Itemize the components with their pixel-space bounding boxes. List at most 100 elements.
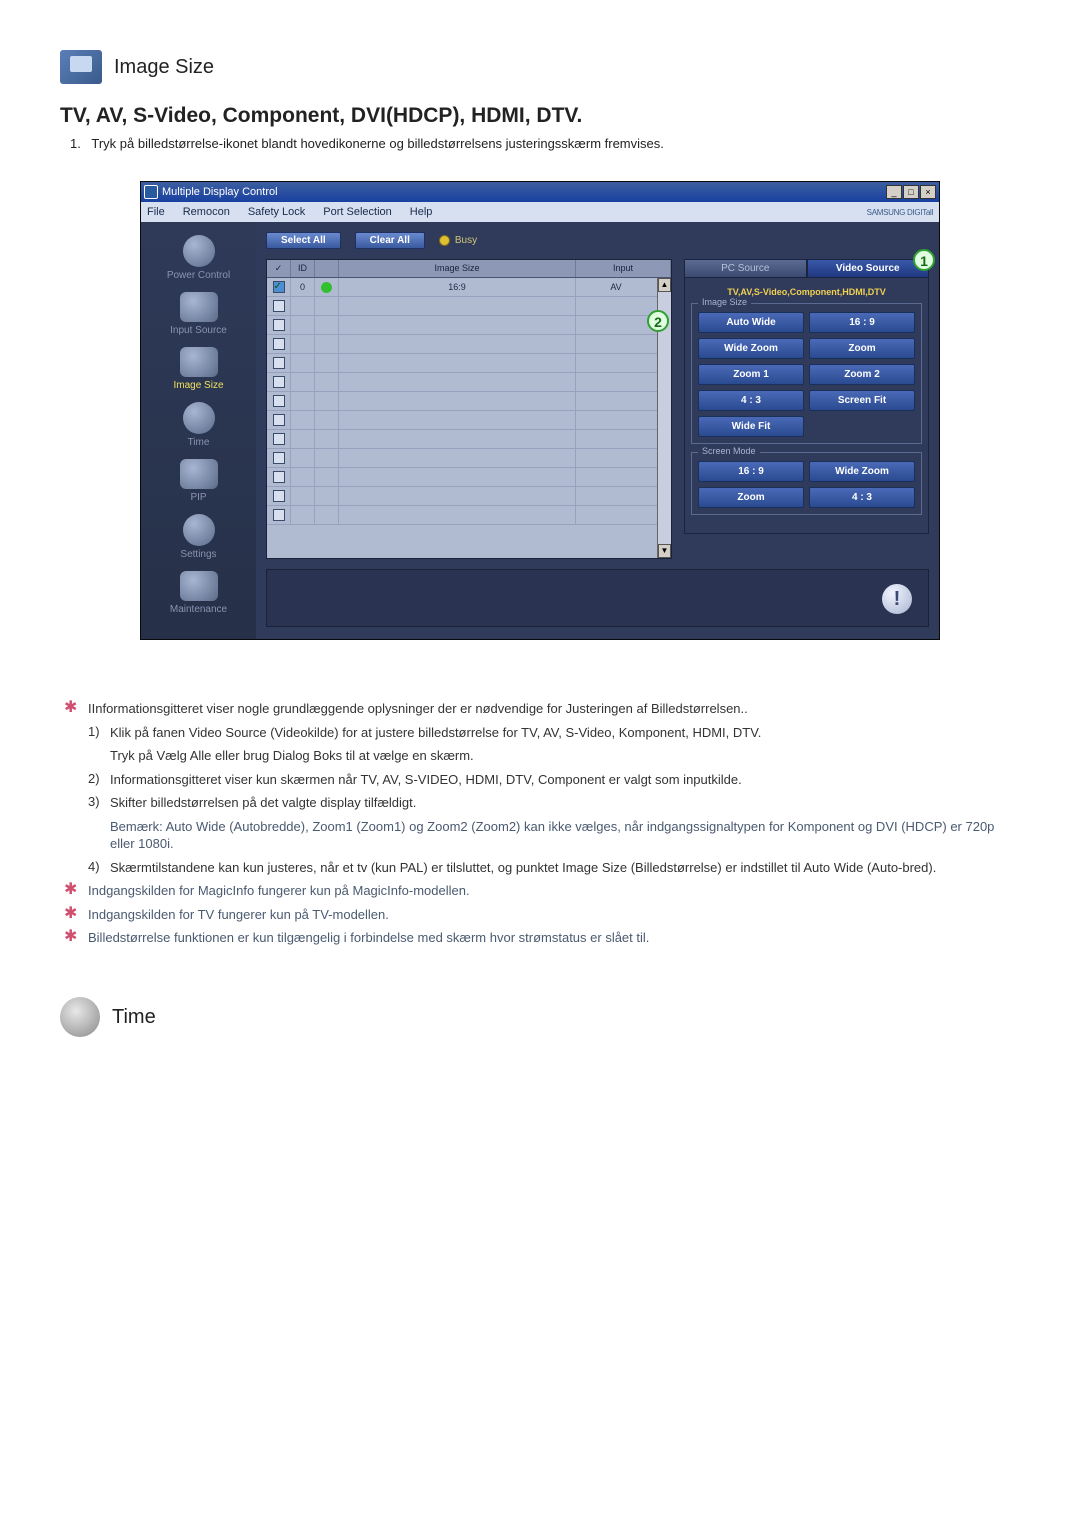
row-id <box>291 354 315 372</box>
minimize-button[interactable]: _ <box>886 185 902 199</box>
sidebar-item-time[interactable]: Time <box>141 397 256 454</box>
menu-safety-lock[interactable]: Safety Lock <box>248 206 305 218</box>
screen-mode-option-button[interactable]: 16 : 9 <box>698 461 804 482</box>
sidebar-item-input[interactable]: Input Source <box>141 287 256 342</box>
row-id <box>291 373 315 391</box>
sidebar-item-pip[interactable]: PIP <box>141 454 256 509</box>
row-checkbox[interactable] <box>273 452 285 464</box>
table-row[interactable] <box>267 506 671 525</box>
sidebar-item-label: Power Control <box>167 270 230 281</box>
scroll-down-icon[interactable]: ▼ <box>658 544 671 558</box>
row-checkbox[interactable] <box>273 414 285 426</box>
row-checkbox[interactable] <box>273 338 285 350</box>
note-text: Skifter billedstørrelsen på det valgte d… <box>110 794 1020 812</box>
table-row[interactable] <box>267 354 671 373</box>
sidebar-item-label: PIP <box>190 492 206 503</box>
tab-video-source[interactable]: Video Source <box>807 259 930 278</box>
menu-file[interactable]: File <box>147 206 165 218</box>
row-id <box>291 430 315 448</box>
select-all-button[interactable]: Select All <box>266 232 341 249</box>
col-size: Image Size <box>339 260 576 277</box>
sidebar-item-maintenance[interactable]: Maintenance <box>141 566 256 621</box>
col-id: ID <box>291 260 315 277</box>
sidebar-item-settings[interactable]: Settings <box>141 509 256 566</box>
table-row[interactable] <box>267 373 671 392</box>
note-num: 2) <box>88 771 110 786</box>
busy-indicator: Busy <box>439 235 477 246</box>
row-checkbox[interactable] <box>273 433 285 445</box>
close-button[interactable]: × <box>920 185 936 199</box>
row-checkbox[interactable] <box>273 509 285 521</box>
row-checkbox[interactable] <box>273 395 285 407</box>
row-size <box>339 506 576 524</box>
warning-icon: ! <box>882 584 912 614</box>
table-row[interactable] <box>267 430 671 449</box>
table-row[interactable] <box>267 449 671 468</box>
row-id <box>291 297 315 315</box>
image-size-icon <box>60 50 102 84</box>
image-size-option-button[interactable]: Wide Zoom <box>698 338 804 359</box>
section-subtitle: TV, AV, S-Video, Component, DVI(HDCP), H… <box>60 104 1020 128</box>
row-size <box>339 316 576 334</box>
note-row: ✱Indgangskilden for TV fungerer kun på T… <box>60 906 1020 924</box>
row-checkbox[interactable] <box>273 319 285 331</box>
image-size-option-button[interactable]: Screen Fit <box>809 390 915 411</box>
note-text: Tryk på Vælg Alle eller brug Dialog Boks… <box>110 747 1020 765</box>
instruction-text: Tryk på billedstørrelse-ikonet blandt ho… <box>91 136 663 151</box>
notes-list: ✱IInformationsgitteret viser nogle grund… <box>60 700 1020 947</box>
source-tabs: PC Source Video Source <box>684 259 929 278</box>
table-row[interactable] <box>267 487 671 506</box>
note-text: Klik på fanen Video Source (Videokilde) … <box>110 724 1020 742</box>
sidebar-item-label: Maintenance <box>170 604 227 615</box>
sidebar-item-label: Time <box>188 437 210 448</box>
row-size <box>339 411 576 429</box>
row-size <box>339 392 576 410</box>
image-size-option-button[interactable]: 4 : 3 <box>698 390 804 411</box>
screen-mode-option-button[interactable]: Wide Zoom <box>809 461 915 482</box>
row-checkbox[interactable] <box>273 300 285 312</box>
sidebar-item-image-size[interactable]: Image Size <box>141 342 256 397</box>
row-checkbox[interactable] <box>273 376 285 388</box>
app-logo-icon <box>144 185 158 199</box>
row-checkbox[interactable] <box>273 471 285 483</box>
image-size-option-button[interactable]: 16 : 9 <box>809 312 915 333</box>
table-row[interactable] <box>267 297 671 316</box>
star-icon: ✱ <box>64 700 82 716</box>
note-row: Bemærk: Auto Wide (Autobredde), Zoom1 (Z… <box>60 818 1020 853</box>
image-size-option-button[interactable]: Zoom 1 <box>698 364 804 385</box>
row-id <box>291 487 315 505</box>
table-row[interactable]: 016:9AV <box>267 278 671 297</box>
table-row[interactable] <box>267 316 671 335</box>
table-row[interactable] <box>267 411 671 430</box>
scroll-up-icon[interactable]: ▲ <box>658 278 671 292</box>
maximize-button[interactable]: □ <box>903 185 919 199</box>
tab-pc-source[interactable]: PC Source <box>684 259 807 278</box>
row-checkbox[interactable] <box>273 357 285 369</box>
note-text: Indgangskilden for TV fungerer kun på TV… <box>88 906 1020 924</box>
table-row[interactable] <box>267 468 671 487</box>
menu-port-selection[interactable]: Port Selection <box>323 206 391 218</box>
table-row[interactable] <box>267 392 671 411</box>
note-text: Skærmtilstandene kan kun justeres, når e… <box>110 859 1020 877</box>
sidebar-item-power[interactable]: Power Control <box>141 230 256 287</box>
table-row[interactable] <box>267 335 671 354</box>
image-size-option-button[interactable]: Zoom <box>809 338 915 359</box>
menu-help[interactable]: Help <box>410 206 433 218</box>
col-input: Input <box>576 260 671 277</box>
image-size-option-button[interactable]: Zoom 2 <box>809 364 915 385</box>
row-checkbox[interactable] <box>273 490 285 502</box>
screen-mode-option-button[interactable]: Zoom <box>698 487 804 508</box>
screenshot: Multiple Display Control _ □ × File Remo… <box>60 181 1020 640</box>
row-id <box>291 506 315 524</box>
col-status <box>315 260 339 277</box>
section-title: Time <box>112 1006 156 1029</box>
screen-mode-option-button[interactable]: 4 : 3 <box>809 487 915 508</box>
image-size-option-button[interactable]: Auto Wide <box>698 312 804 333</box>
top-actions: Select All Clear All Busy <box>266 232 929 249</box>
note-text: Informationsgitteret viser kun skærmen n… <box>110 771 1020 789</box>
note-num: 1) <box>88 724 110 739</box>
image-size-option-button[interactable]: Wide Fit <box>698 416 804 437</box>
menu-remocon[interactable]: Remocon <box>183 206 230 218</box>
row-checkbox[interactable] <box>273 281 285 293</box>
clear-all-button[interactable]: Clear All <box>355 232 425 249</box>
